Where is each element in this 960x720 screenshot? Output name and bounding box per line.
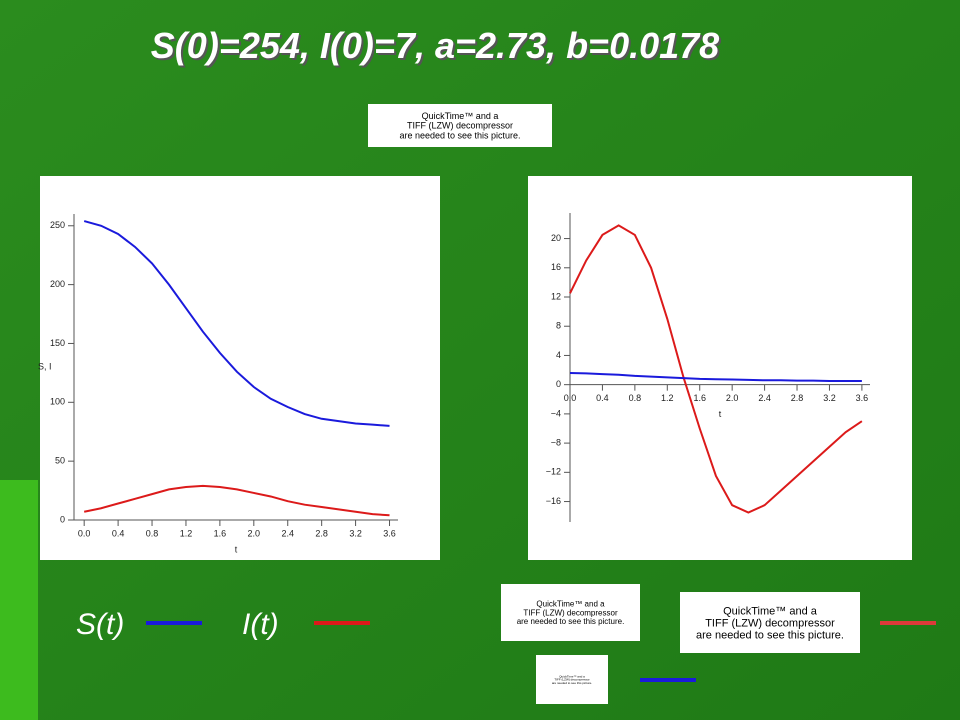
placeholder-text: QuickTime™ and a [559,674,585,678]
title-shadow: S(0)=254, I(0)=7, a=2.73, b=0.0178 [153,27,721,68]
y-axis-label: S, I [38,361,52,371]
y-tick-label: 250 [50,220,65,230]
placeholder-text: are needed to see this picture. [552,681,593,685]
x-tick-label: 0.0 [564,393,577,403]
background-stripe [0,480,38,720]
legend-label: I(t) [242,608,279,641]
x-tick-label: 2.8 [791,393,804,403]
x-tick-label: 1.6 [214,528,227,538]
image-placeholder [368,104,552,147]
y-tick-label: −4 [551,408,561,418]
x-tick-label: 0.4 [112,528,125,538]
placeholder-text: QuickTime™ and a [723,605,818,617]
image-placeholder [536,655,608,704]
y-tick-label: 100 [50,397,65,407]
placeholder-text: TIFF (LZW) decompressor [554,678,589,682]
x-tick-label: 2.4 [281,528,294,538]
series-line [569,371,862,383]
y-tick-label: 0 [60,514,65,524]
x-tick-label: 3.2 [349,528,362,538]
x-tick-label: 0.0 [78,528,91,538]
y-tick-label: 20 [551,233,561,243]
title: S(0)=254, I(0)=7, a=2.73, b=0.0178 [151,25,719,66]
y-tick-label: 50 [55,456,65,466]
x-tick-label: 2.8 [315,528,328,538]
x-tick-label: 0.8 [629,393,642,403]
placeholder-text: TIFF (LZW) decompressor [523,608,618,617]
legend-label: S(t) [76,608,124,641]
y-tick-label: −8 [551,437,561,447]
y-tick-label: 200 [50,279,65,289]
y-tick-label: −16 [546,496,561,506]
x-tick-label: 1.2 [661,393,674,403]
x-tick-label: 1.2 [180,528,193,538]
chart-panel [528,176,912,560]
series-line [83,220,390,427]
y-tick-label: 4 [556,350,561,360]
placeholder-text: are needed to see this picture. [696,629,844,641]
x-tick-label: 0.8 [146,528,159,538]
x-tick-label: 0.4 [596,393,609,403]
x-tick-label: 2.0 [248,528,261,538]
placeholder-text: are needed to see this picture. [517,617,625,626]
y-tick-label: −12 [546,467,561,477]
series-line [569,224,863,514]
chart-panel [40,176,440,560]
placeholder-text: TIFF (LZW) decompressor [705,617,835,629]
y-tick-label: 8 [556,321,561,331]
y-tick-label: 16 [551,262,561,272]
x-tick-label: 1.6 [693,393,706,403]
image-placeholder [501,584,640,641]
x-axis-label: t [719,409,722,419]
placeholder-text: TIFF (LZW) decompressor [407,121,513,131]
y-tick-label: 0 [556,379,561,389]
x-tick-label: 3.6 [383,528,396,538]
image-placeholder [680,592,860,653]
series-line [83,484,390,517]
x-tick-label: 2.0 [726,393,739,403]
placeholder-text: QuickTime™ and a [422,111,499,121]
x-tick-label: 3.6 [856,393,869,403]
placeholder-text: are needed to see this picture. [399,131,520,141]
x-axis-label: t [235,544,238,554]
y-tick-label: 12 [551,291,561,301]
placeholder-text: QuickTime™ and a [536,600,605,609]
y-tick-label: 150 [50,338,65,348]
x-tick-label: 3.2 [823,393,836,403]
x-tick-label: 2.4 [758,393,771,403]
